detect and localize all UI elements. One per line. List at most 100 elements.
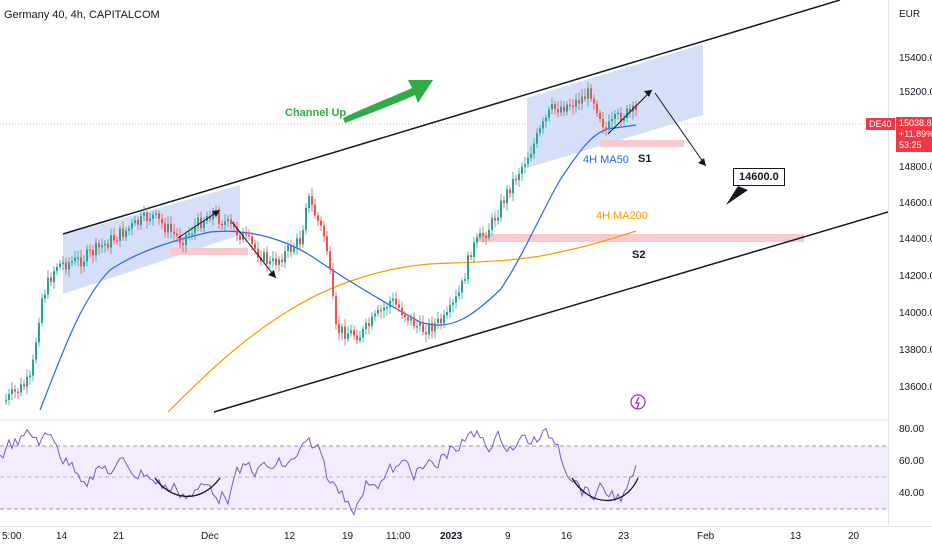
ma200-line [167,230,637,413]
candle [455,296,457,303]
candle [182,243,184,245]
arrow-left-up-head [212,210,220,217]
price-label: 15200.0 [899,87,932,98]
candle [185,234,187,245]
lightning-icon [630,394,646,410]
candle [401,307,403,315]
candle [308,196,310,208]
chart-title: Germany 40, 4h, CAPITALCOM [4,9,160,21]
candle [368,322,370,327]
candle [608,121,610,130]
candle [569,104,571,107]
candle [158,213,160,219]
candle [560,106,562,113]
candle [296,238,298,248]
candle [299,238,301,245]
price-axis[interactable] [888,0,932,526]
candle [113,235,115,241]
time-label: 21 [113,531,125,542]
candle [203,221,205,229]
candle [26,376,28,387]
candle [524,164,526,167]
candle [371,316,373,327]
candle [14,389,16,392]
candle [104,243,106,246]
candle [530,154,532,158]
time-label: 12 [284,531,296,542]
candle [272,258,274,261]
candle [302,230,304,245]
candle [278,259,280,265]
chart-canvas[interactable] [0,0,888,526]
candle [29,375,31,377]
candle [380,309,382,312]
candle [404,314,406,318]
candle [161,218,163,224]
arrow-left-down [231,221,277,279]
candle [440,318,442,324]
candle [41,298,43,323]
candle [386,307,388,309]
time-label: Dec [201,531,219,542]
candle [125,230,127,238]
candle [527,157,529,165]
candle [236,227,238,236]
candle [398,304,400,308]
time-axis[interactable] [0,526,932,551]
candle [290,245,292,252]
time-label: Feb [697,531,715,542]
ma50-line [39,124,637,411]
candle [500,200,502,218]
candle [344,326,346,339]
candle [557,108,559,113]
candle [362,329,364,338]
candle [17,391,19,394]
candle [533,143,535,155]
candle [473,242,475,257]
candle [320,220,322,226]
channel-box-right [527,44,703,168]
candle [509,189,511,194]
candle [71,261,73,263]
candle [47,277,49,295]
candle [164,223,166,233]
candle [449,305,451,313]
candle [599,113,601,119]
candle [23,384,25,387]
candle [623,118,625,121]
candle [251,236,253,244]
price-label: 13600.0 [899,382,932,393]
ma50-label: 4H MA50 [583,154,629,166]
candle [377,309,379,314]
candle [266,252,268,265]
candle [551,104,553,110]
price-label: 14400.0 [899,234,932,245]
arrow-right-up-head [644,90,652,97]
candle [92,250,94,256]
candle [482,233,484,236]
candle [584,96,586,99]
candle [248,234,250,237]
candle [8,394,10,400]
candle [233,223,235,228]
candle [572,105,574,108]
candle [314,204,316,216]
currency-label: EUR [899,9,921,20]
support-zone-left [170,248,248,255]
candle [545,117,547,122]
candle [428,323,430,335]
candle [617,112,619,115]
candle [119,228,121,241]
candle [101,245,103,248]
candle [614,114,616,119]
rsi-line [0,427,637,516]
time-label: 5:00 [2,531,22,542]
candle [149,218,151,221]
candle [338,324,340,333]
candle [317,215,319,221]
candle [194,226,196,234]
candle [68,262,70,270]
rsi-label: 40.00 [899,488,925,499]
candle [332,269,334,297]
candle [56,266,58,272]
